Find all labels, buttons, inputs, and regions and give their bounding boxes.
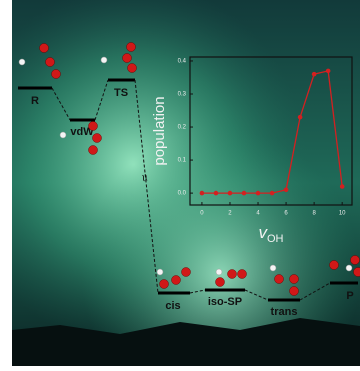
data-point [326, 69, 331, 74]
level-label: TS [114, 87, 128, 99]
y-tick-label: 0.2 [178, 125, 187, 131]
data-point [270, 191, 275, 196]
y-tick-label: 0.0 [178, 191, 187, 197]
level-label: trans [271, 306, 298, 318]
data-point [256, 191, 261, 196]
level-label: iso-SP [208, 296, 242, 308]
x-tick-label: 10 [339, 211, 346, 217]
y-tick-label: 0.1 [178, 158, 187, 164]
level-label: P [346, 290, 353, 302]
x-axis-label-sub: OH [267, 233, 284, 245]
level-label: cis [165, 300, 180, 312]
data-point [228, 191, 233, 196]
y-tick-label: 0.4 [178, 59, 187, 65]
data-point [242, 191, 247, 196]
data-point [284, 188, 289, 193]
data-point [312, 72, 317, 77]
data-point [214, 191, 219, 196]
level-label: R [31, 95, 39, 107]
data-point [340, 184, 345, 189]
data-point [298, 115, 303, 120]
y-axis-label: population [151, 96, 168, 165]
y-tick-label: 0.3 [178, 92, 187, 98]
background [12, 0, 360, 366]
figure: ≈ R vdW TS cis iso-SP trans P population… [0, 0, 360, 366]
data-point [200, 191, 205, 196]
